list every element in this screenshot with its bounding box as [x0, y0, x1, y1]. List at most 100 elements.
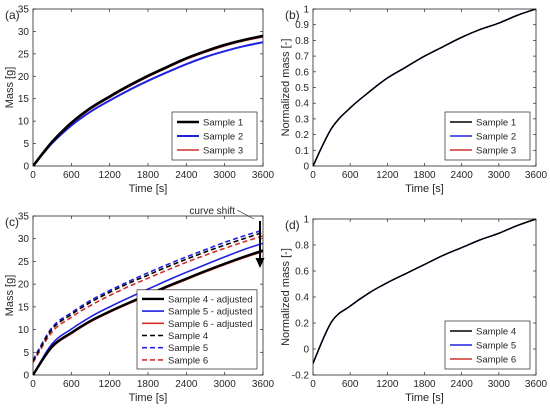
- y-tick-label: 5: [23, 139, 29, 150]
- x-tick-label: 3600: [252, 379, 275, 390]
- y-tick-label: 0: [303, 162, 309, 173]
- legend-label: Sample 1: [203, 118, 243, 129]
- x-tick-label: 0: [310, 170, 316, 181]
- y-tick-label: 15: [18, 302, 30, 313]
- y-tick-label: 15: [18, 94, 30, 105]
- y-tick-label: 30: [18, 234, 30, 245]
- legend-label: Sample 4 - adjusted: [168, 294, 253, 305]
- y-tick-label: 0: [303, 345, 309, 356]
- y-tick-label: 25: [18, 49, 30, 60]
- y-axis-label: Mass [g]: [4, 67, 16, 109]
- y-axis-label: Mass [g]: [4, 275, 16, 317]
- x-tick-label: 3000: [488, 170, 511, 181]
- x-tick-label: 1200: [376, 170, 399, 181]
- y-tick-label: 0: [23, 371, 29, 382]
- legend: Sample 1 Sample 2 Sample 3: [444, 111, 531, 161]
- legend-label: Sample 5: [168, 343, 208, 354]
- chart-panel-1: 0 600 1200 1800 2400 3000 3600 0 5 10 15 20 25 30 35 Ti…: [4, 5, 275, 196]
- legend: Sample 1 Sample 2 Sample 3: [171, 111, 258, 161]
- x-tick-label: 1200: [99, 379, 122, 390]
- series-line-4: [33, 231, 263, 362]
- x-tick-label: 1800: [137, 170, 160, 181]
- x-tick-label: 3600: [525, 170, 548, 181]
- x-tick-label: 2400: [175, 170, 198, 181]
- y-axis-label: Normalized mass [-]: [280, 39, 292, 137]
- x-tick-label: 2400: [451, 379, 474, 390]
- x-tick-label: 3600: [525, 379, 548, 390]
- x-tick-label: 2400: [175, 379, 198, 390]
- x-tick-label: 1200: [376, 379, 399, 390]
- y-tick-label: 0.4: [295, 293, 309, 304]
- legend-label: Sample 6: [476, 355, 516, 366]
- y-tick-label: 20: [18, 72, 30, 83]
- series-line-1: [33, 34, 263, 166]
- legend-label: Sample 5 - adjusted: [168, 307, 253, 318]
- y-tick-label: 35: [18, 5, 30, 16]
- y-tick-label: 1: [303, 215, 309, 226]
- y-tick-label: 0.6: [295, 67, 309, 78]
- chart-panel-4: 0 600 1200 1800 2400 3000 3600-0.200.20.40.60.…: [280, 215, 548, 405]
- legend-label: Sample 6 - adjusted: [168, 319, 253, 330]
- series-line-6: [33, 235, 263, 364]
- x-axis-label: Time [s]: [129, 183, 168, 195]
- panel-label: (c): [5, 215, 19, 229]
- y-tick-label: 35: [18, 212, 30, 223]
- y-tick-label: 0.3: [295, 114, 309, 125]
- y-tick-label: 0: [23, 162, 29, 173]
- y-tick-label: 30: [18, 27, 30, 38]
- curve-shift-annotation: curve shift: [189, 206, 235, 217]
- y-tick-label: 10: [18, 325, 30, 336]
- y-tick-label: 5: [23, 348, 29, 359]
- y-tick-label: 0.6: [295, 267, 309, 278]
- x-tick-label: 600: [63, 379, 80, 390]
- series-line-1: [313, 9, 536, 166]
- legend-label: Sample 1: [476, 118, 516, 129]
- y-tick-label: -0.2: [292, 371, 310, 382]
- panel-label: (d): [285, 218, 300, 232]
- chart-panel-3: 0 600 1200 1800 2400 3000 3600 0 5 10 15 20 25 30 35 Ti…: [4, 206, 275, 404]
- series-line-2: [33, 242, 263, 375]
- legend-label: Sample 5: [476, 341, 516, 352]
- y-tick-label: 10: [18, 117, 30, 128]
- y-tick-label: 20: [18, 280, 30, 291]
- x-tick-label: 0: [30, 379, 36, 390]
- x-tick-label: 1800: [137, 379, 160, 390]
- panel-label: (b): [285, 8, 300, 22]
- legend-label: Sample 2: [203, 132, 243, 143]
- y-tick-label: 0.2: [295, 319, 309, 330]
- x-axis-label: Time [s]: [129, 392, 168, 404]
- x-tick-label: 2400: [451, 170, 474, 181]
- x-tick-label: 600: [63, 170, 80, 181]
- curve-shift-arrow-head: [255, 258, 265, 268]
- x-axis-label: Time [s]: [405, 392, 444, 404]
- y-tick-label: 0.5: [295, 83, 309, 94]
- panel-label: (a): [5, 8, 20, 22]
- y-axis-label: Normalized mass [-]: [280, 248, 292, 346]
- legend-label: Sample 4: [168, 331, 208, 342]
- x-tick-label: 3000: [214, 170, 237, 181]
- y-tick-label: 0.2: [295, 130, 309, 141]
- x-tick-label: 1800: [413, 170, 436, 181]
- y-tick-label: 25: [18, 257, 30, 268]
- x-tick-label: 0: [30, 170, 36, 181]
- annotation-leader: [236, 209, 255, 220]
- legend: Sample 4 Sample 5 Sample 6: [444, 320, 531, 370]
- y-tick-label: 0.7: [295, 52, 309, 63]
- legend-label: Sample 3: [203, 146, 243, 157]
- x-tick-label: 3000: [214, 379, 237, 390]
- y-tick-label: 0.8: [295, 241, 309, 252]
- x-tick-label: 600: [342, 170, 359, 181]
- x-tick-label: 0: [310, 379, 316, 390]
- x-tick-label: 1200: [99, 170, 122, 181]
- y-tick-label: 0.4: [295, 99, 309, 110]
- x-tick-label: 3600: [252, 170, 275, 181]
- y-tick-label: 0.1: [295, 146, 309, 157]
- y-tick-label: 1: [303, 5, 309, 16]
- x-tick-label: 600: [342, 379, 359, 390]
- series-line-5: [33, 229, 263, 361]
- x-tick-label: 3000: [488, 379, 511, 390]
- legend-label: Sample 2: [476, 132, 516, 143]
- legend-label: Sample 6: [168, 355, 208, 366]
